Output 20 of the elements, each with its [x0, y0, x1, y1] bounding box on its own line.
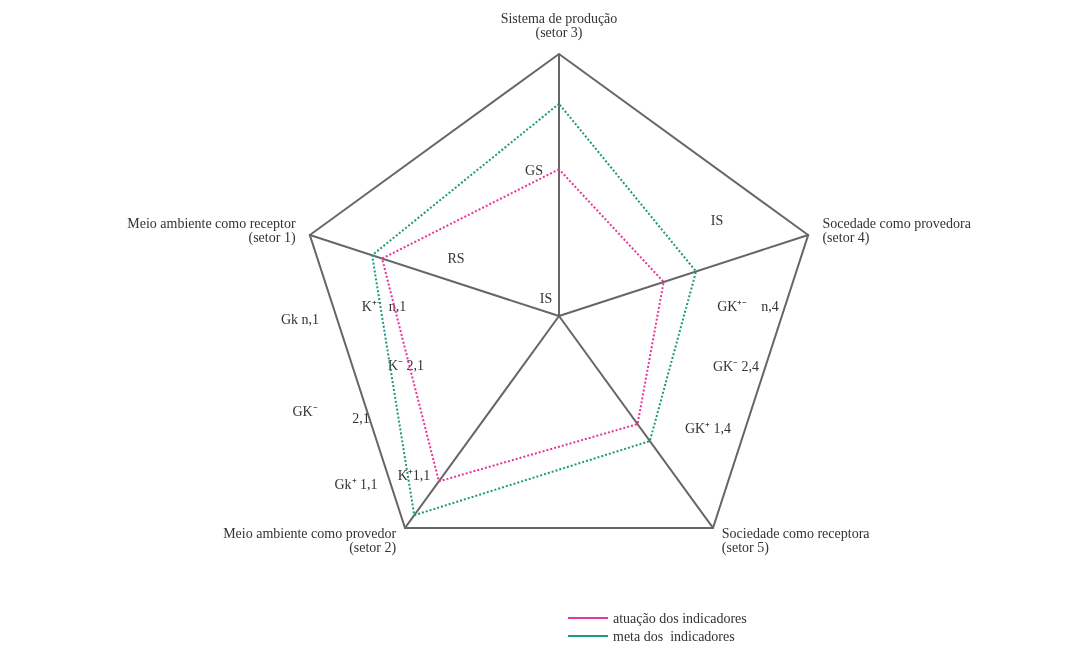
text: 2,1	[352, 410, 370, 426]
text: GK⁺ 1,4	[684, 420, 732, 436]
spoke-label: Socedade como provedora (setor 4)	[822, 215, 972, 246]
spoke-label: Sociedade como receptora (setor 5)	[721, 525, 871, 556]
text: RS	[447, 250, 465, 266]
text: GS	[525, 162, 543, 178]
text: GK⁻ 2,4	[712, 358, 760, 374]
text: IS	[539, 290, 553, 306]
text: IS	[710, 212, 724, 228]
spoke-label: Meio ambiente como receptor (setor 1)	[127, 215, 296, 246]
text: Gk⁺ 1,1	[334, 476, 378, 492]
text: K⁺1,1	[397, 467, 431, 483]
legend-label: meta dos indicadores	[613, 628, 735, 644]
spoke-label: Meio ambiente como provedor (setor 2)	[223, 525, 397, 556]
legend-label: atuação dos indicadores	[613, 610, 747, 626]
text: GK⁻	[292, 403, 318, 419]
text: K⁺⁻ n,1	[361, 298, 407, 314]
text: Gk n,1	[280, 311, 320, 327]
spoke-label: Sistema de produção (setor 3)	[500, 10, 618, 41]
text: GK⁺⁻ n,4	[717, 298, 779, 314]
